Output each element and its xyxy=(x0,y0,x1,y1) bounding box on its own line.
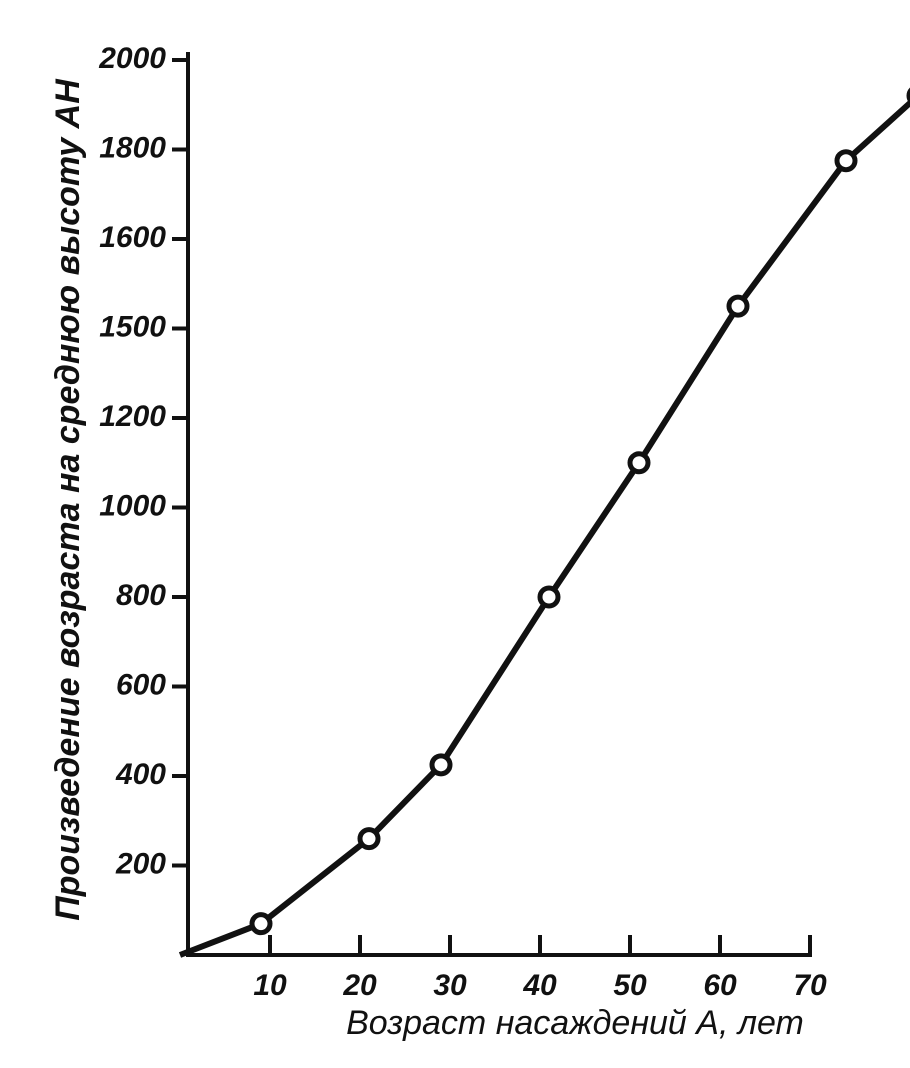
y-tick-label: 600 xyxy=(116,668,166,701)
x-tick-label: 70 xyxy=(793,969,827,1002)
x-tick-label: 30 xyxy=(433,969,467,1002)
y-tick-label: 1500 xyxy=(99,310,166,343)
y-axis-label: Произведение возраста на среднюю высоту … xyxy=(49,78,87,921)
x-tick-label: 10 xyxy=(253,969,287,1002)
y-tick-label: 1000 xyxy=(99,489,166,522)
data-point xyxy=(249,912,273,936)
data-point xyxy=(627,451,651,475)
x-tick-label: 60 xyxy=(703,969,737,1002)
y-tick-label: 1800 xyxy=(99,131,166,164)
x-tick-label: 40 xyxy=(522,969,557,1002)
x-tick-label: 50 xyxy=(613,969,647,1002)
data-point xyxy=(726,294,750,318)
y-tick-label: 1200 xyxy=(99,400,166,433)
y-tick-label: 200 xyxy=(115,847,166,880)
y-tick-label: 1600 xyxy=(99,221,166,254)
y-tick-label: 400 xyxy=(115,758,166,791)
x-tick-label: 20 xyxy=(342,969,377,1002)
data-point xyxy=(834,149,858,173)
data-point xyxy=(357,827,381,851)
data-point xyxy=(429,753,453,777)
x-axis-label: Возраст насаждений A, лет xyxy=(346,1004,804,1042)
data-point xyxy=(537,585,561,609)
y-tick-label: 2000 xyxy=(98,42,166,75)
data-line xyxy=(178,98,910,958)
y-tick-label: 800 xyxy=(116,579,166,612)
